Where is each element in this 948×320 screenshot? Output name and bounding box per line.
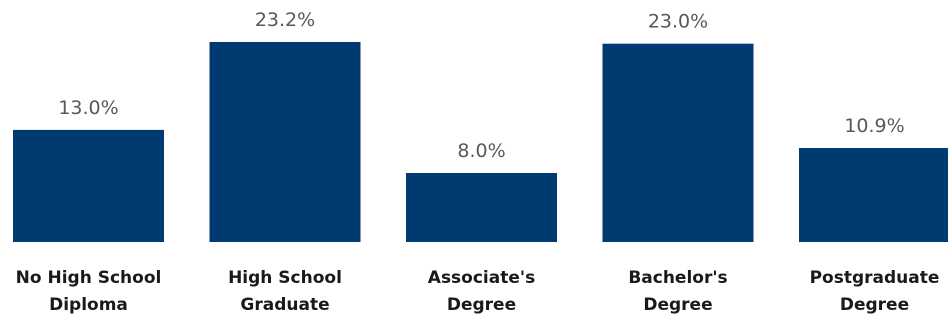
category-label-2: Associate's Degree (397, 265, 567, 319)
category-label-4: Postgraduate Degree (790, 265, 948, 319)
bar-4 (799, 148, 948, 242)
category-label-line: Graduate (240, 295, 330, 315)
category-label-3: Bachelor's Degree (593, 265, 763, 319)
data-label-1: 23.2% (255, 9, 315, 31)
bar-3 (602, 43, 754, 243)
category-label-line: Degree (839, 295, 910, 315)
category-label-line: Diploma (49, 295, 128, 315)
data-label-3: 23.0% (648, 11, 708, 33)
category-label-line: Degree (446, 295, 517, 315)
data-label-0: 13.0% (58, 97, 118, 119)
category-label-0: No High School Diploma (4, 265, 174, 319)
bar-2 (406, 173, 557, 242)
category-label-line: Postgraduate (809, 268, 940, 288)
category-label-line: Bachelor's Degree (628, 268, 728, 315)
bar-1 (209, 42, 361, 242)
data-label-4: 10.9% (844, 115, 904, 137)
data-label-2: 8.0% (457, 140, 505, 162)
category-label-line: Associate's (427, 268, 536, 288)
category-label-line: High School (228, 268, 342, 288)
category-label-line: No High School (15, 268, 162, 288)
bar-0 (13, 129, 164, 242)
category-label-1: High School Graduate (200, 265, 370, 319)
